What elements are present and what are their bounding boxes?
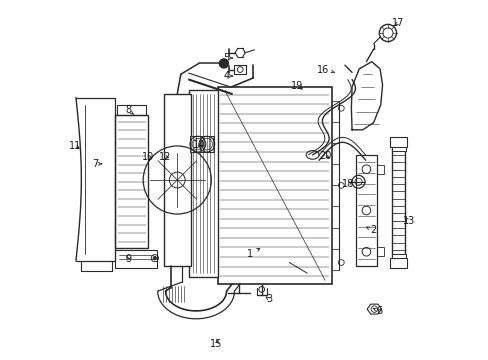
Bar <box>389 258 407 268</box>
Text: 18: 18 <box>341 179 353 189</box>
Polygon shape <box>351 62 382 130</box>
Bar <box>376 165 383 174</box>
Text: 3: 3 <box>265 294 271 304</box>
Bar <box>163 94 190 266</box>
Text: 9: 9 <box>124 254 131 264</box>
Circle shape <box>153 256 156 260</box>
Bar <box>389 137 407 147</box>
Bar <box>376 247 383 256</box>
Text: 10: 10 <box>141 152 154 162</box>
Text: 6: 6 <box>372 306 381 316</box>
Text: 20: 20 <box>318 150 331 161</box>
Bar <box>115 116 147 248</box>
Bar <box>391 147 405 151</box>
Bar <box>234 65 245 74</box>
Text: 14: 14 <box>192 140 204 150</box>
Text: 1: 1 <box>246 248 259 258</box>
Text: 4: 4 <box>223 71 232 81</box>
Text: 5: 5 <box>223 53 232 63</box>
Text: 12: 12 <box>159 152 171 162</box>
Text: 16: 16 <box>316 64 334 75</box>
Text: 11: 11 <box>69 141 81 151</box>
Text: 13: 13 <box>402 216 414 226</box>
Circle shape <box>219 59 228 68</box>
Bar <box>188 90 217 277</box>
Bar <box>391 253 405 258</box>
Text: 17: 17 <box>391 18 404 28</box>
Bar <box>355 155 376 266</box>
Text: 15: 15 <box>210 339 222 349</box>
Bar <box>190 136 214 152</box>
Bar <box>217 87 332 284</box>
Text: 2: 2 <box>366 225 375 235</box>
Text: 7: 7 <box>92 159 102 169</box>
Bar <box>117 105 145 116</box>
Text: 8: 8 <box>124 105 134 115</box>
Bar <box>115 250 156 268</box>
Text: 19: 19 <box>291 81 303 91</box>
